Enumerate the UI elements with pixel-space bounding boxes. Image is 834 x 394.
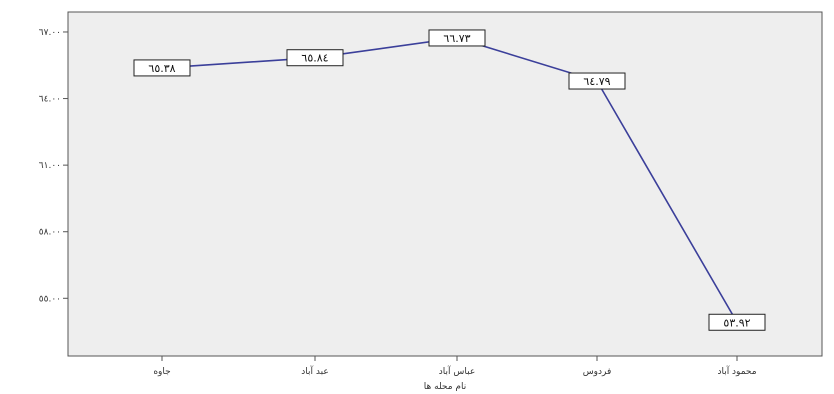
y-tick-label: ٦٤.٠٠ xyxy=(39,95,61,105)
x-axis-title: نام محله ها xyxy=(424,382,466,392)
plot-area xyxy=(67,11,823,357)
x-tick-label: محمود آباد xyxy=(717,365,756,377)
data-label: ٥٣.٩٢ xyxy=(723,316,750,329)
y-tick-label: ٦١.٠٠ xyxy=(39,161,61,171)
data-label: ٦٤.٧٩ xyxy=(583,75,610,88)
data-label-box xyxy=(708,313,766,331)
y-tick-label: ٥٥.٠٠ xyxy=(39,294,61,304)
y-axis: ٥٥.٠٠ ٥٨.٠٠ ٦١.٠٠ ٦٤.٠٠ ٦٧.٠٠ xyxy=(39,28,68,304)
data-label: ٦٥.٨٤ xyxy=(301,52,328,65)
data-label-box xyxy=(428,29,486,47)
x-tick-label: عبد آباد xyxy=(301,365,328,377)
data-label-box xyxy=(133,59,191,77)
data-label-box xyxy=(568,72,626,90)
x-tick-label: فردوس xyxy=(583,367,612,377)
data-label: ٦٥.٣٨ xyxy=(148,62,175,75)
series-group: ٦٥.٣٨ ٦٥.٨٤ ٦٦.٧٣ ٦٤.٧٩ ٥٣.٩٢ xyxy=(133,29,766,331)
x-tick-label: جاوه xyxy=(153,367,170,377)
data-label-box xyxy=(286,49,344,67)
y-tick-label: ٦٧.٠٠ xyxy=(39,28,61,38)
x-tick-label: عباس آباد xyxy=(439,365,475,377)
data-label: ٦٦.٧٣ xyxy=(443,32,470,45)
x-axis: جاوه عبد آباد عباس آباد فردوس محمود آباد xyxy=(153,356,757,377)
y-tick-label: ٥٨.٠٠ xyxy=(39,228,61,238)
